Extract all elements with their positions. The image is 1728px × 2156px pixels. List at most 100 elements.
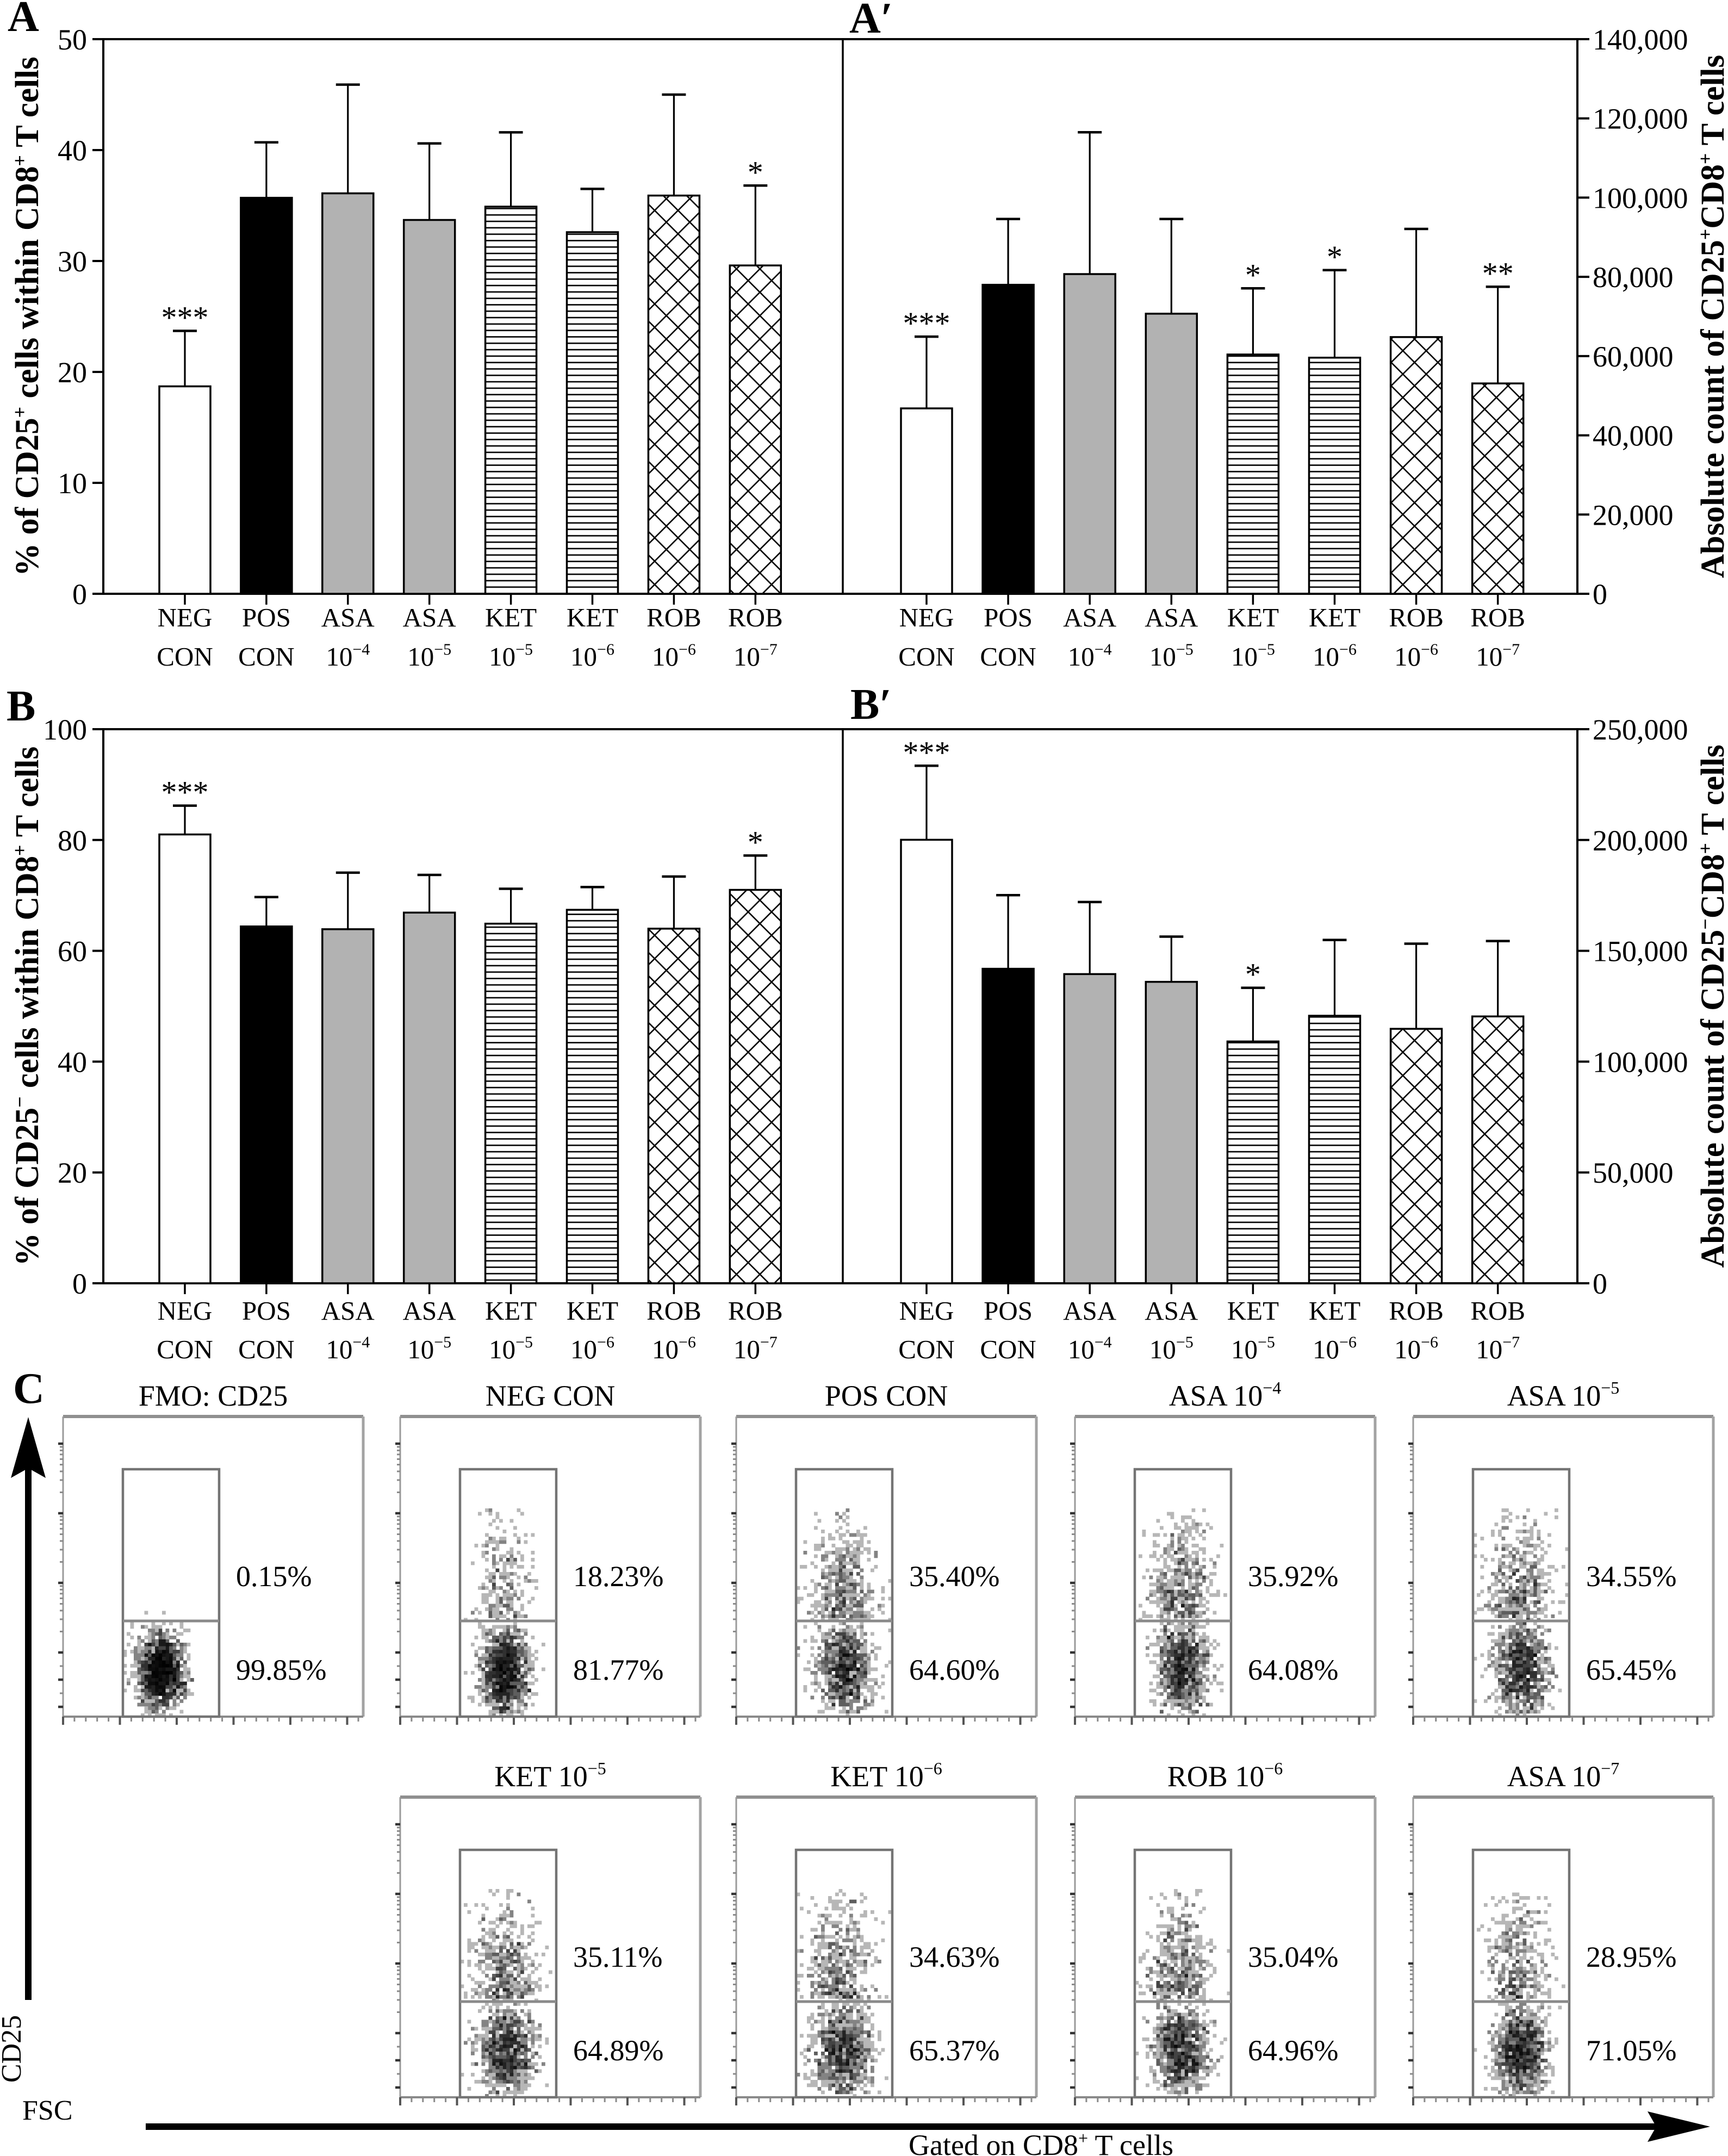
flow-density-cell: [874, 1942, 878, 1946]
flow-density-cell: [881, 1586, 885, 1590]
flow-density-cell: [509, 1660, 514, 1664]
flow-density-cell: [842, 1614, 846, 1618]
flow-density-cell: [471, 1977, 475, 1981]
flow-density-cell: [499, 1671, 503, 1675]
flow-density-cell: [842, 2048, 846, 2052]
flow-density-cell: [849, 1551, 853, 1555]
flow-density-cell: [520, 1604, 524, 1608]
flow-density-cell: [485, 1678, 489, 1682]
x-tick-label-text: CON: [898, 642, 954, 672]
flow-density-cell: [499, 1643, 503, 1646]
flow-density-cell: [531, 2023, 535, 2027]
flow-density-cell: [800, 1935, 804, 1939]
flow-density-cell: [1191, 1678, 1196, 1682]
flow-density-cell: [485, 1671, 489, 1675]
flow-density-cell: [842, 2090, 846, 2095]
panel-C-flow-cytometry: C CD25 FSC Gated on CD8+ T cells FMO: CD…: [0, 1365, 1715, 2156]
flow-density-cell: [831, 1981, 836, 1985]
flow-density-cell: [863, 2083, 867, 2087]
flow-density-cell: [187, 1667, 191, 1672]
flow-density-cell: [495, 1710, 500, 1714]
flow-density-cell: [509, 2055, 514, 2059]
flow-density-cell: [137, 1671, 141, 1675]
flow-density-cell: [1522, 1664, 1527, 1668]
flow-density-cell: [1160, 1639, 1164, 1643]
flow-density-cell: [871, 1614, 874, 1618]
flow-density-cell: [828, 1984, 832, 1989]
flow-density-cell: [1515, 1568, 1520, 1573]
flow-density-cell: [863, 1681, 867, 1686]
flow-density-cell: [831, 2023, 836, 2027]
x-tick-label-text: 10: [1394, 642, 1421, 672]
flow-density-cell: [471, 1988, 475, 1992]
flow-density-cell: [1191, 1572, 1196, 1576]
flow-density-cell: [155, 1646, 159, 1650]
x-tick-label-line2: 10−5: [1149, 1333, 1194, 1364]
flow-density-cell: [871, 2034, 874, 2038]
flow-density-cell: [1181, 1547, 1185, 1551]
flow-density-cell: [165, 1667, 170, 1672]
flow-density-cell: [1515, 1621, 1520, 1625]
arrow-right-icon: [1648, 2111, 1710, 2142]
flow-density-cell: [856, 2069, 860, 2073]
flow-density-cell: [538, 2027, 542, 2031]
flow-density-cell: [856, 2076, 860, 2080]
flow-density-cell: [148, 1639, 152, 1643]
flow-density-cell: [1512, 1558, 1516, 1562]
flow-density-cell: [849, 1544, 853, 1548]
flow-density-cell: [1156, 1643, 1160, 1646]
flow-density-cell: [534, 1650, 538, 1654]
flow-density-cell: [1205, 1678, 1210, 1682]
flow-density-cell: [162, 1695, 166, 1700]
flow-density-cell: [1544, 1685, 1548, 1689]
flow-density-cell: [1202, 1596, 1206, 1601]
flow-density-cell: [1512, 1706, 1516, 1710]
flow-density-cell: [871, 1695, 874, 1700]
flow-density-cell: [835, 2080, 839, 2084]
flow-density-cell: [842, 2041, 846, 2045]
flow-density-cell: [856, 1953, 860, 1956]
flow-density-cell: [853, 1554, 857, 1558]
flow-density-cell: [807, 2076, 811, 2080]
flow-density-cell: [485, 2045, 489, 2048]
flow-density-cell: [824, 1572, 829, 1576]
flow-density-cell: [871, 1667, 874, 1672]
flow-density-cell: [169, 1621, 173, 1625]
flow-density-cell: [863, 1639, 867, 1643]
flow-density-cell: [1501, 1611, 1506, 1615]
flow-density-cell: [1519, 1699, 1523, 1703]
flow-density-cell: [1184, 1558, 1189, 1562]
flow-density-cell: [1501, 1692, 1506, 1696]
flow-density-cell: [810, 1942, 815, 1946]
flow-density-cell: [1184, 1664, 1189, 1668]
flow-density-cell: [1551, 1600, 1555, 1604]
flow-density-cell: [821, 2080, 825, 2084]
flow-density-cell: [517, 1953, 521, 1956]
flow-density-cell: [807, 1611, 811, 1615]
flow-density-cell: [1163, 1703, 1167, 1707]
flow-density-cell: [849, 1703, 853, 1707]
flow-density-cell: [481, 1629, 486, 1632]
flow-density-cell: [860, 1614, 864, 1618]
flow-density-cell: [1181, 1558, 1185, 1562]
x-axis-label-fsc: FSC: [22, 2095, 73, 2126]
flow-density-cell: [1494, 1667, 1499, 1672]
flow-density-cell: [506, 2037, 510, 2041]
flow-density-cell: [492, 2090, 496, 2095]
flow-density-cell: [849, 1533, 853, 1537]
flow-density-cell: [517, 1614, 521, 1618]
flow-density-cell: [860, 2034, 864, 2038]
flow-density-cell: [835, 1942, 839, 1946]
flow-density-cell: [1205, 1621, 1210, 1625]
flow-density-cell: [534, 1657, 538, 1661]
flow-density-cell: [838, 1960, 843, 1964]
flow-density-cell: [842, 1621, 846, 1625]
flow-density-cell: [1508, 1685, 1513, 1689]
flow-density-cell: [513, 1977, 517, 1981]
flow-density-cell: [474, 1981, 478, 1985]
flow-density-cell: [1508, 1551, 1513, 1555]
flow-density-cell: [828, 2012, 832, 2017]
flow-density-cell: [1174, 1558, 1178, 1562]
flow-density-cell: [524, 1991, 528, 1996]
flow-density-cell: [1160, 1614, 1164, 1618]
